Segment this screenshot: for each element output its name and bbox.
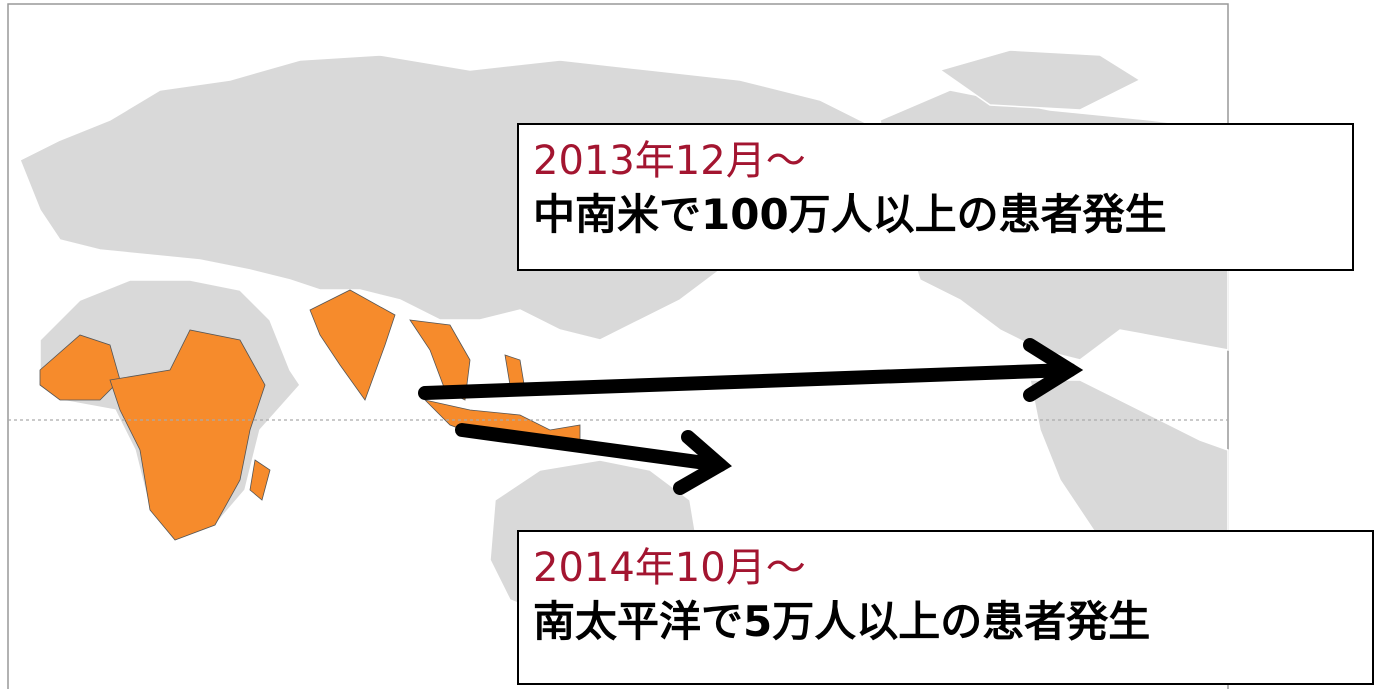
madagascar — [249, 459, 271, 501]
spread-arrows — [418, 338, 1084, 495]
greenland — [938, 49, 1142, 111]
annotation-date: 2014年10月～ — [533, 545, 806, 591]
central-africa — [109, 329, 266, 541]
annotation-box: 2014年10月～ 南太平洋で5万人以上の患者発生 — [517, 530, 1374, 685]
southeast-asia — [409, 319, 471, 401]
annotation-text: 南太平洋で5万人以上の患者発生 — [533, 597, 1151, 646]
annotation-text: 中南米で100万人以上の患者発生 — [533, 190, 1167, 239]
arrow-to-americas — [418, 363, 1077, 400]
india — [309, 289, 396, 401]
west-africa — [39, 334, 121, 401]
annotation-date: 2013年12月～ — [533, 138, 806, 184]
arrow-head — [1023, 338, 1084, 402]
arrow-to-pacific — [455, 423, 727, 472]
arrow-head — [673, 430, 732, 495]
annotation-box: 2013年12月～ 中南米で100万人以上の患者発生 — [517, 123, 1354, 271]
affected-areas — [39, 289, 581, 541]
